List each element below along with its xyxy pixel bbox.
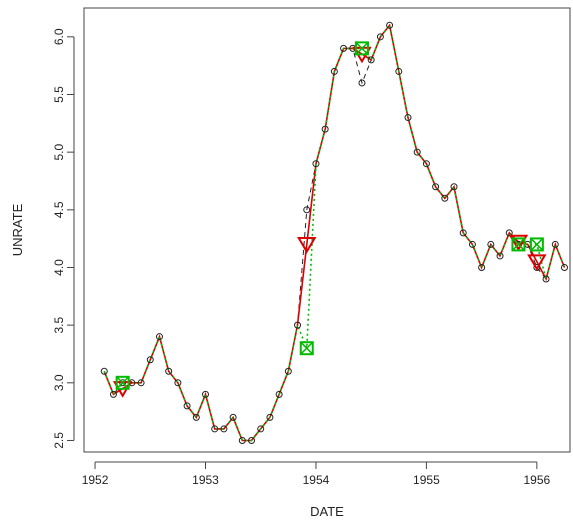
x-axis-label: DATE [310,504,344,519]
observed-point [413,148,421,156]
observed-point [248,436,256,444]
observed-point [404,114,412,122]
green-x-stroke [530,237,544,251]
observed-point [202,390,209,398]
green-boxed-x-marker [115,375,130,390]
observed-point [560,263,568,271]
observed-points [100,21,568,444]
observed-point [432,183,440,191]
x-tick-label: 1953 [192,473,219,487]
observed-point [303,206,311,214]
observed-point [183,402,191,410]
observed-point [257,425,265,433]
observed-point [478,263,486,271]
plot-frame [83,7,571,453]
green-box [115,375,130,390]
observed-point [220,425,228,433]
y-axis: 2.5 3.0 3.5 4.0 4.5 5.0 5.5 6.0 [52,28,75,449]
observed-point [551,240,559,248]
observed-point [146,356,154,364]
green-x-stroke [511,237,525,251]
y-tick-label: 6.0 [52,28,66,45]
series-green-line [103,23,566,442]
observed-point [266,413,274,421]
x-tick-label: 1954 [303,473,330,487]
green-x-stroke [355,41,369,55]
observed-point [321,125,329,133]
x-tick-label: 1955 [413,473,440,487]
red-triangle-marker [297,237,317,254]
y-tick-label: 4.5 [52,201,66,218]
green-x-stroke [116,376,130,390]
green-boxed-x-marker [511,237,526,252]
observed-point [229,413,237,421]
observed-point [367,56,375,64]
observed-point [358,79,366,87]
observed-point [395,67,403,75]
observed-point [192,413,200,421]
green-boxed-x-marker [299,341,314,356]
observed-point [422,160,430,168]
observed-point [496,252,504,260]
observed-point [284,367,292,375]
observed-point [294,321,302,329]
series-lines [103,23,566,442]
observed-point [312,160,320,168]
observed-point [441,194,449,202]
green-x-stroke [300,341,314,355]
y-axis-label: UNRATE [10,203,25,256]
observed-point [542,275,550,283]
y-tick-label: 5.0 [52,143,66,160]
green-boxed-x-marker [354,41,369,56]
observed-point [340,44,348,52]
observed-point [376,33,384,41]
observed-point [174,379,182,387]
observed-point [468,240,476,248]
green-boxed-x-marker [529,237,544,252]
observed-point [100,367,108,375]
observed-point [137,379,145,387]
observed-point [109,390,117,398]
observed-point [386,21,394,29]
x-tick-label: 1952 [82,473,109,487]
y-tick-label: 3.5 [52,316,66,333]
y-tick-label: 5.5 [52,86,66,103]
observed-point [487,240,495,248]
series-markers [112,41,547,398]
x-axis: 1952 1953 1954 1955 1956 [82,461,551,487]
green-box [511,237,526,252]
observed-point [459,229,467,237]
observed-point [450,183,458,191]
green-box [529,237,544,252]
green-box [299,341,314,356]
red-triangle-marker [527,254,547,271]
observed-point [275,390,283,398]
observed-point [238,436,246,444]
observed-point [211,425,219,433]
observed-point [330,67,338,75]
x-tick-label: 1956 [524,473,551,487]
y-tick-label: 4.0 [52,259,66,276]
y-tick-label: 2.5 [52,432,66,449]
observed-point [165,367,173,375]
observed-point [505,229,513,237]
green-box [354,41,369,56]
red-triangle-marker [508,234,529,252]
observed-point [155,333,163,341]
y-tick-label: 3.0 [52,374,66,391]
